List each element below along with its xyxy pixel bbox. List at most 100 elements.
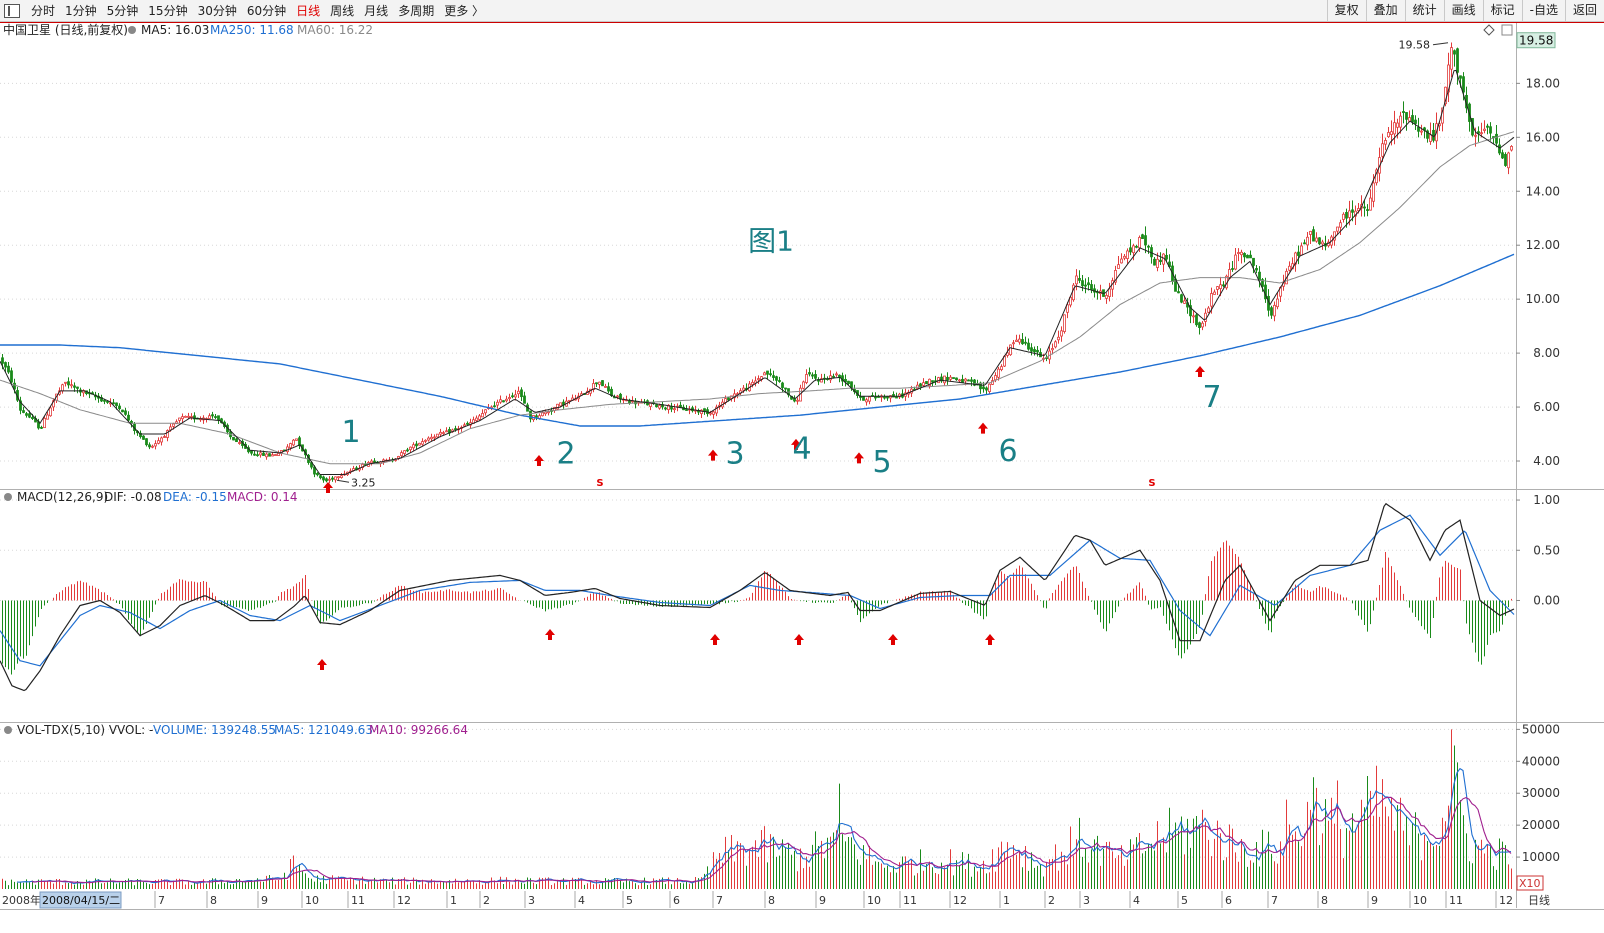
vol-tick-label-3: 40000 [1522, 754, 1560, 768]
chart-area[interactable]: 4.00 6.00 8.00 10.00 12.00 14.00 16.00 18.00 0.0… [0, 23, 1604, 933]
candle-body [427, 437, 430, 441]
candle-body [13, 382, 16, 390]
period-tab-0[interactable]: 分时 [31, 4, 56, 18]
candle-body [208, 415, 211, 419]
candle-body [121, 409, 124, 413]
candle-body [865, 399, 868, 403]
candle-body [1027, 342, 1030, 350]
toolbar-button-6[interactable]: 返回 [1564, 0, 1604, 22]
candle-body [1216, 286, 1219, 290]
candle-body [1081, 280, 1084, 287]
price-axis-column [1516, 23, 1604, 933]
candle-body [958, 379, 961, 382]
macd-legend: MACD: 0.14 [227, 490, 298, 504]
candle-body [502, 400, 505, 403]
candle-body [1159, 259, 1162, 263]
ma-settings-icon [128, 26, 136, 34]
candle-body [1198, 322, 1201, 328]
candle-body [1255, 268, 1258, 271]
candle-body [1489, 126, 1492, 134]
dif-line [0, 502, 1515, 692]
period-tab-3[interactable]: 15分钟 [148, 4, 188, 18]
toolbar-button-5[interactable]: -自选 [1521, 0, 1565, 22]
candle-body [496, 401, 499, 406]
toolbar-button-2[interactable]: 统计 [1404, 0, 1444, 22]
candle-body [1459, 75, 1462, 79]
month-label-29: 12 [1499, 894, 1513, 907]
wave-label-1: 1 [341, 415, 360, 450]
candle-body [883, 396, 886, 399]
candle-body [964, 378, 967, 382]
candle-body [805, 374, 808, 383]
candle-body [943, 375, 946, 384]
price-tick-label-6: 16.00 [1526, 130, 1560, 144]
month-label-3: 10 [305, 894, 319, 907]
ma60-legend: MA60: 16.22 [297, 23, 373, 37]
candle-body [1276, 298, 1279, 308]
period-tab-10[interactable]: 更多 〉 [444, 4, 485, 18]
volume-ma10-line [31, 796, 1512, 884]
candle-body [1204, 312, 1207, 322]
candle-body [1372, 182, 1375, 202]
period-tab-2[interactable]: 5分钟 [106, 4, 139, 18]
candle-body [1288, 265, 1291, 271]
candle-body [415, 443, 418, 447]
toolbar-button-1[interactable]: 叠加 [1365, 0, 1405, 22]
candle-body [1060, 330, 1063, 337]
low-price-label: 3.25 [351, 476, 376, 489]
candle-body [139, 432, 142, 438]
period-tab-6[interactable]: 日线 [296, 4, 321, 18]
price-tick-label-0: 4.00 [1533, 454, 1560, 468]
candle-body [268, 453, 271, 457]
vol-tick-label-0: 10000 [1522, 850, 1560, 864]
candle-body [325, 478, 328, 482]
panel-toggle-icon[interactable] [4, 4, 20, 18]
candle-body [1153, 258, 1156, 266]
candle-body [520, 389, 523, 398]
month-label-4: 11 [351, 894, 365, 907]
low-pointer [336, 479, 350, 483]
price-tick-label-7: 18.00 [1526, 76, 1560, 90]
candle-body [340, 475, 343, 478]
toolbar-button-0[interactable]: 复权 [1326, 0, 1366, 22]
vol-ma10-legend: MA10: 99266.64 [369, 723, 468, 737]
period-tab-1[interactable]: 1分钟 [65, 4, 97, 18]
candle-body [22, 410, 25, 413]
candle-body [277, 453, 280, 456]
macd-title: MACD(12,26,9) [17, 490, 108, 504]
period-tab-9[interactable]: 多周期 [398, 4, 435, 18]
period-tab-4[interactable]: 30分钟 [197, 4, 237, 18]
period-tab-8[interactable]: 月线 [364, 4, 389, 18]
period-tab-7[interactable]: 周线 [330, 4, 355, 18]
candle-body [1006, 352, 1009, 356]
month-label-5: 12 [397, 894, 411, 907]
candle-body [412, 444, 415, 449]
candle-body [262, 452, 265, 456]
toolbar-button-4[interactable]: 标记 [1482, 0, 1522, 22]
candle-body [256, 454, 259, 457]
candle-body [886, 396, 889, 399]
candle-body [1351, 209, 1354, 213]
candle-body [481, 413, 484, 418]
period-tab-5[interactable]: 60分钟 [246, 4, 287, 18]
candle-body [1129, 247, 1132, 253]
candle-body [616, 395, 619, 398]
candle-body [1384, 140, 1387, 145]
current-price-label: 19.58 [1519, 34, 1553, 48]
toolbar-button-3[interactable]: 画线 [1443, 0, 1483, 22]
month-label-13: 8 [768, 894, 775, 907]
candle-body [1084, 284, 1087, 287]
candle-body [1240, 251, 1243, 256]
candle-body [1090, 284, 1093, 290]
panel-menu-icon [1501, 24, 1513, 36]
vol-tick-label-1: 20000 [1522, 818, 1560, 832]
current-price-box [1516, 32, 1556, 49]
month-label-1: 8 [210, 894, 217, 907]
volume-bars [2, 729, 1512, 889]
candle-body [337, 476, 340, 479]
candle-body [709, 412, 712, 415]
candle-body [1213, 291, 1216, 295]
candle-body [892, 394, 895, 398]
volume-ma5-line [16, 767, 1512, 885]
candle-body [592, 383, 595, 390]
